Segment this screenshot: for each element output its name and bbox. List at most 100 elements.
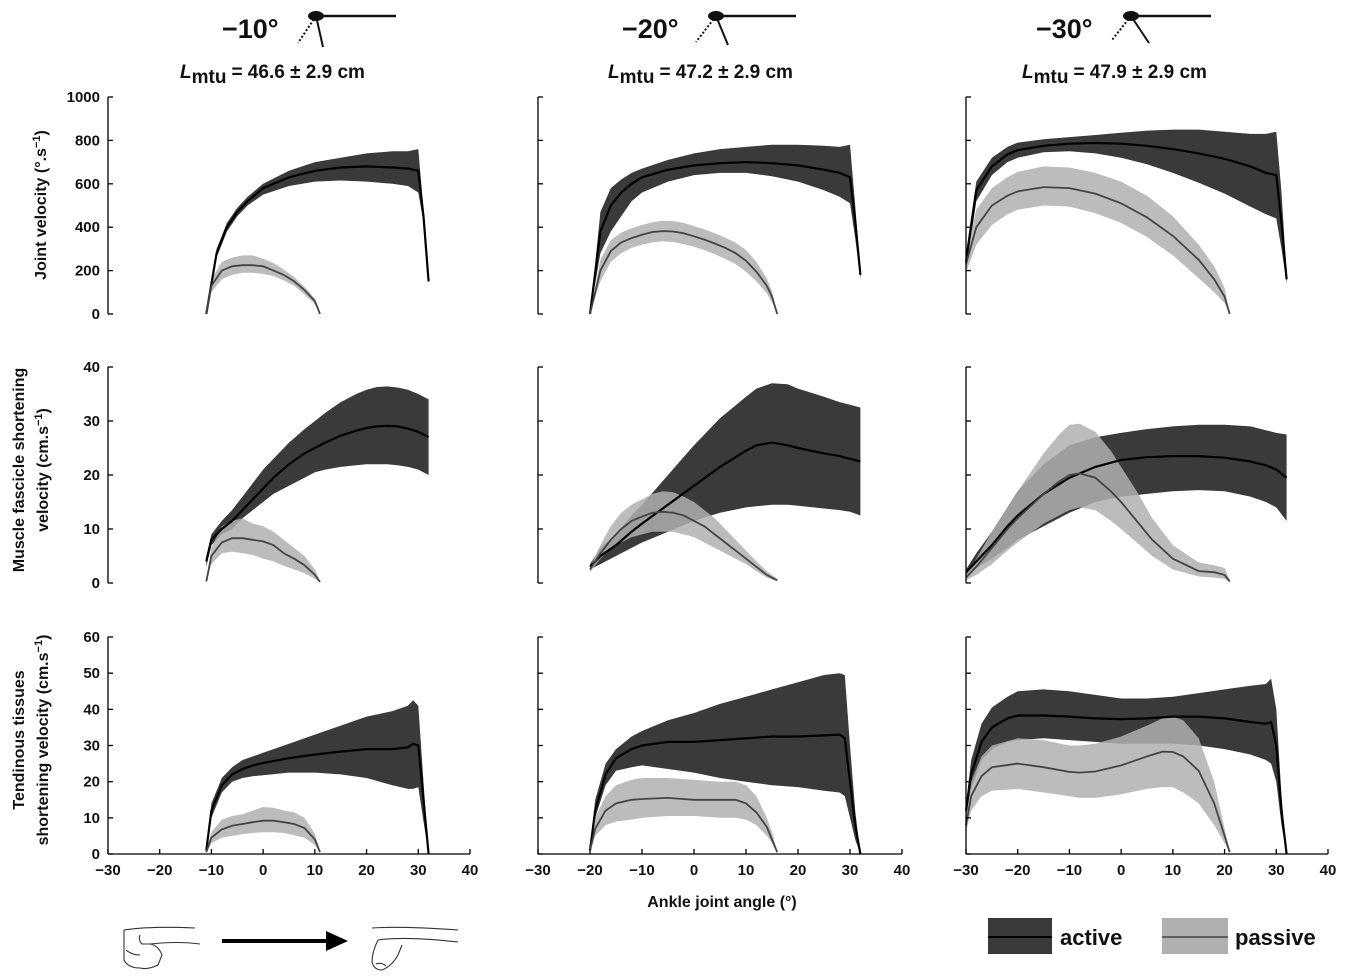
y-tick-label: 20 (83, 774, 100, 791)
active-mean-line (588, 160, 862, 315)
panel-r2-c2: −30 −20 −10 0 10 20 30 40 (953, 636, 1337, 879)
x-tick-label: 30 (842, 862, 859, 879)
x-tick-label: 30 (1268, 862, 1285, 879)
lmtu-symbol: L (608, 62, 620, 83)
lmtu-symbol: L (1022, 62, 1034, 83)
legend-swatch-passive (1162, 918, 1228, 954)
lmtu-label: Lmtu = 47.2 ± 2.9 cm (608, 62, 793, 88)
column-header-2: −20° Lmtu = 47.2 ± 2.9 cm (608, 11, 796, 88)
column-header-1: −10° Lmtu = 46.6 ± 2.9 cm (180, 11, 396, 88)
x-tick-label: −10 (199, 862, 224, 879)
lmtu-label: Lmtu = 47.9 ± 2.9 cm (1022, 62, 1207, 88)
column-angle-title: −30° (1036, 14, 1093, 44)
active-sd-band (966, 424, 1287, 575)
y-tick-label: 60 (83, 629, 100, 646)
legend-label-passive: passive (1235, 925, 1316, 950)
y-tick-label: 50 (83, 665, 100, 682)
lmtu-subscript: mtu (1034, 67, 1069, 88)
panel-r1-c0: 0 10 20 30 40 (83, 359, 430, 592)
active-mean-line (589, 441, 861, 568)
column-angle-title: −10° (222, 14, 279, 44)
panel-r0-c2 (964, 96, 1288, 315)
x-tick-label: 0 (259, 862, 267, 879)
row-label-fascicle-line1: Muscle fascicle shortening (11, 368, 28, 573)
active-mean-line (205, 165, 430, 315)
panel-r1-c1 (537, 366, 861, 584)
passive-sd-band (590, 220, 778, 314)
x-tick-label: 0 (690, 862, 698, 879)
label-superscript: −1 (33, 640, 45, 653)
active-sd-band (206, 149, 429, 314)
active-mean-line (964, 714, 1288, 855)
x-tick-label: −30 (525, 862, 550, 879)
x-tick-label: 40 (894, 862, 911, 879)
active-mean-line (205, 424, 430, 562)
passive-mean-line (589, 796, 779, 853)
passive-mean-line (589, 230, 779, 315)
y-tick-label: 0 (92, 846, 100, 863)
lmtu-symbol: L (180, 62, 192, 83)
passive-sd-band (590, 491, 778, 582)
active-mean-line (588, 733, 862, 855)
passive-sd-band (966, 716, 1230, 853)
row-label-tendinous-line1: Tendinous tissues (11, 670, 28, 809)
passive-sd-band (966, 423, 1230, 583)
passive-mean-line (965, 472, 1231, 582)
label-superscript: −1 (33, 413, 45, 426)
y-tick-label: 20 (83, 467, 100, 484)
active-sd-band (966, 129, 1287, 284)
y-tick-label: 0 (92, 575, 100, 592)
passive-sd-band (206, 255, 320, 314)
label-text: ) (35, 635, 52, 640)
passive-mean-line (205, 537, 321, 583)
column-header-3: −30° Lmtu = 47.9 ± 2.9 cm (1022, 11, 1211, 88)
x-tick-label: 10 (1165, 862, 1182, 879)
x-axis-title: Ankle joint angle (°) (647, 894, 797, 911)
legend-label-active: active (1060, 925, 1122, 950)
y-tick-label: 800 (75, 132, 100, 149)
row-label-tendinous-line2: shortening velocity (cm.s−1) (33, 635, 52, 846)
active-mean-line (205, 742, 430, 855)
passive-mean-line (205, 264, 321, 315)
y-tick-label: 600 (75, 176, 100, 193)
label-superscript: −1 (31, 136, 43, 149)
x-tick-label: 20 (790, 862, 807, 879)
active-mean-line (964, 141, 1288, 280)
lmtu-value: = 46.6 ± 2.9 cm (231, 62, 365, 83)
x-tick-label: −10 (1057, 862, 1082, 879)
legend-item-active: active (988, 918, 1122, 954)
x-tick-label: 40 (462, 862, 479, 879)
panel-r2-c0: 0 10 20 30 40 50 60 −30 −20 −10 0 10 20 30 40 (83, 629, 478, 879)
lmtu-subscript: mtu (620, 67, 655, 88)
passive-sd-band (966, 166, 1230, 314)
motion-arrow-icon (222, 931, 348, 951)
y-tick-label: 0 (92, 306, 100, 323)
y-tick-label: 40 (83, 701, 100, 718)
passive-mean-line (589, 510, 778, 582)
x-tick-label: −20 (147, 862, 172, 879)
y-tick-label: 10 (83, 521, 100, 538)
y-tick-label: 40 (83, 359, 100, 376)
panel-r2-c1: −30 −20 −10 0 10 20 30 40 (525, 636, 911, 879)
label-text: velocity (cm.s (35, 426, 52, 532)
panel-r0-c0: 0 200 400 600 800 1000 (67, 89, 430, 323)
y-tick-label: 400 (75, 219, 100, 236)
active-sd-band (206, 700, 429, 854)
foot-dorsiflexed-icon (123, 926, 201, 970)
passive-mean-line (965, 186, 1231, 315)
panel-r1-c2 (965, 366, 1288, 584)
y-tick-label: 30 (83, 738, 100, 755)
legend-item-passive: passive (1162, 918, 1316, 954)
ankle-angle-icon (695, 11, 796, 46)
panels: 020040060080010000102030400102030405060−… (67, 89, 1337, 879)
active-mean-line (965, 455, 1288, 573)
y-tick-label: 30 (83, 413, 100, 430)
active-sd-band (590, 673, 861, 854)
x-tick-label: 40 (1320, 862, 1337, 879)
ankle-angle-icon (1111, 11, 1211, 44)
row-label-joint-velocity: Joint velocity (°.s−1) (31, 130, 50, 280)
y-tick-label: 1000 (67, 89, 100, 106)
x-tick-label: −30 (953, 862, 978, 879)
x-tick-label: −20 (577, 862, 602, 879)
